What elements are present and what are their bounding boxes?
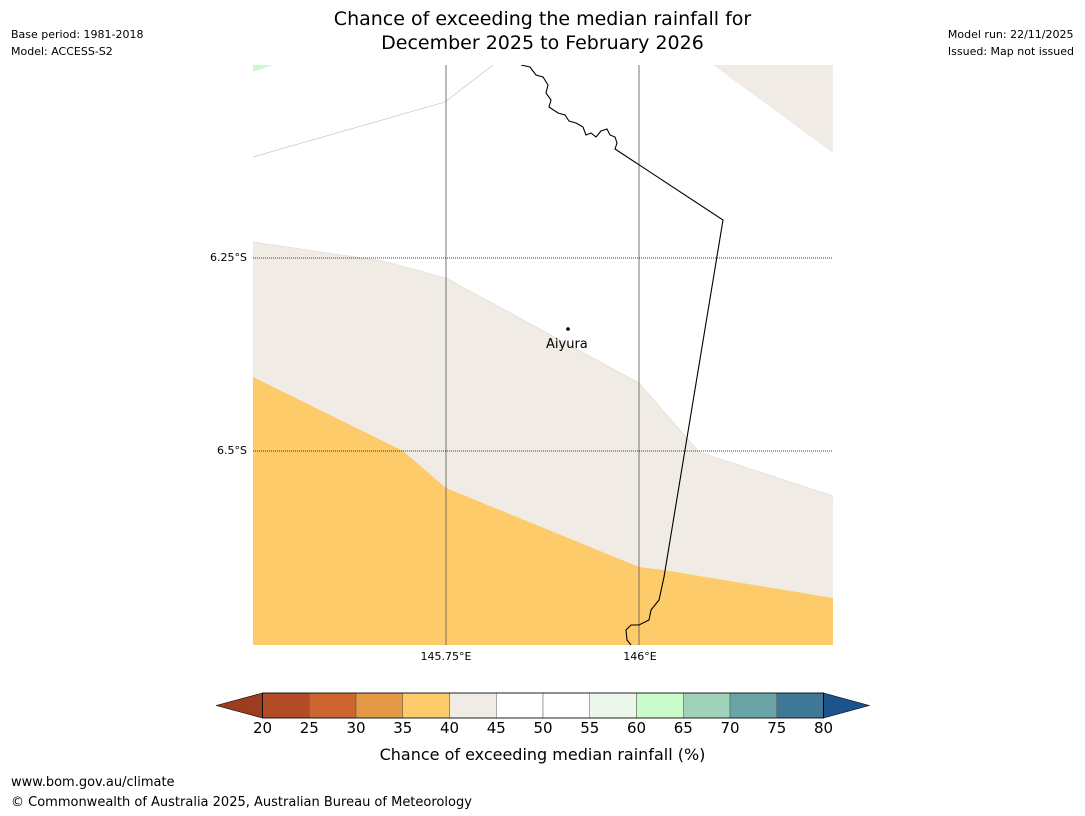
lon-label-146: 146°E <box>623 650 657 663</box>
forecast-map <box>253 65 833 645</box>
legend-swatch <box>262 692 310 719</box>
header-right-info: Model run: 22/11/2025 Issued: Map not is… <box>948 26 1074 60</box>
legend-swatch <box>542 692 590 719</box>
band-60-65-region <box>253 65 273 72</box>
header-left-info: Base period: 1981-2018 Model: ACCESS-S2 <box>11 26 143 60</box>
legend-swatch <box>636 692 684 719</box>
legend-swatch <box>496 692 544 719</box>
aiyura-label: Aiyura <box>546 337 588 352</box>
legend-tick-label: 60 <box>626 719 647 737</box>
model-text: Model: ACCESS-S2 <box>11 45 113 58</box>
legend-tick-label: 45 <box>486 719 506 737</box>
legend-extend-low <box>216 692 263 719</box>
legend-tick-label: 80 <box>813 719 834 737</box>
lat-label-6-25: 6.25°S <box>210 251 247 264</box>
map-title: Chance of exceeding the median rainfall … <box>0 7 1085 55</box>
legend-tick-label: 65 <box>673 719 693 737</box>
legend-tick-label: 55 <box>580 719 600 737</box>
band-40-45-region-ne <box>713 65 833 153</box>
legend-swatch <box>683 692 731 719</box>
issued-text: Issued: Map not issued <box>947 45 1074 58</box>
legend-tick-label: 40 <box>439 719 460 737</box>
legend-label: Chance of exceeding median rainfall (%) <box>379 745 706 764</box>
aiyura-marker <box>566 327 570 331</box>
base-period-text: Base period: 1981-2018 <box>11 28 144 41</box>
legend-swatch <box>402 692 450 719</box>
legend-swatch <box>729 692 777 719</box>
title-line-2: December 2025 to February 2026 <box>381 32 704 54</box>
legend-extend-high <box>823 692 870 719</box>
title-line-1: Chance of exceeding the median rainfall … <box>333 8 752 30</box>
legend-swatch <box>449 692 497 719</box>
legend-swatch <box>776 692 824 719</box>
legend-colorbar <box>216 692 870 719</box>
province-border <box>520 65 724 645</box>
legend-tick-label: 75 <box>767 719 787 737</box>
contour-line <box>253 65 494 158</box>
legend-tick-label: 30 <box>346 719 366 737</box>
band-35-40-region <box>253 377 833 645</box>
legend-swatch <box>589 692 637 719</box>
legend-swatch <box>309 692 357 719</box>
legend-tick-label: 50 <box>533 719 553 737</box>
footer-url[interactable]: www.bom.gov.au/climate <box>11 775 175 790</box>
lat-label-6-5: 6.5°S <box>217 444 247 457</box>
legend-swatch <box>355 692 403 719</box>
lon-label-145-75: 145.75°E <box>420 650 472 663</box>
model-run-text: Model run: 22/11/2025 <box>947 28 1074 41</box>
footer-copyright: © Commonwealth of Australia 2025, Austra… <box>11 795 472 810</box>
legend-tick-label: 70 <box>720 719 740 737</box>
legend-tick-label: 20 <box>252 719 273 737</box>
legend-tick-label: 35 <box>393 719 413 737</box>
legend-outline <box>262 692 824 719</box>
legend-tick-label: 25 <box>299 719 319 737</box>
